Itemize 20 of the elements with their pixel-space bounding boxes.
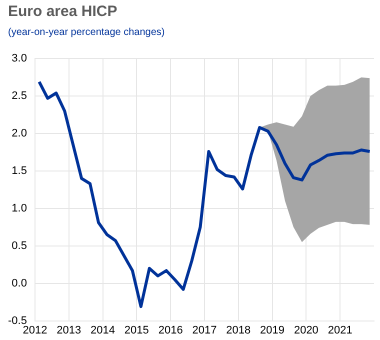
chart-subtitle: (year-on-year percentage changes)	[8, 27, 165, 38]
x-tick-label: 2020	[294, 324, 318, 336]
x-tick-label: 2018	[226, 324, 251, 336]
y-tick-label: 1.5	[12, 165, 27, 178]
x-tick-label: 2013	[56, 324, 82, 336]
y-tick-label: 2.0	[12, 128, 27, 140]
x-tick-label: 2019	[260, 324, 285, 336]
y-tick-label: -0.5	[8, 314, 27, 327]
y-tick-label: 2.5	[12, 90, 27, 102]
y-tick-label: 1.0	[12, 202, 27, 214]
x-tick-label: 2012	[22, 324, 48, 336]
x-tick-label: 2016	[158, 324, 183, 336]
x-tick-label: 2014	[90, 324, 116, 336]
x-tick-label: 2017	[192, 324, 217, 336]
chart-title: Euro area HICP	[8, 3, 118, 20]
x-tick-label: 2021	[328, 324, 352, 336]
y-tick-label: 0.5	[12, 240, 27, 252]
x-tick-label: 2015	[124, 324, 149, 336]
y-tick-label: 3.0	[12, 52, 27, 65]
y-tick-label: 0.0	[12, 277, 27, 290]
